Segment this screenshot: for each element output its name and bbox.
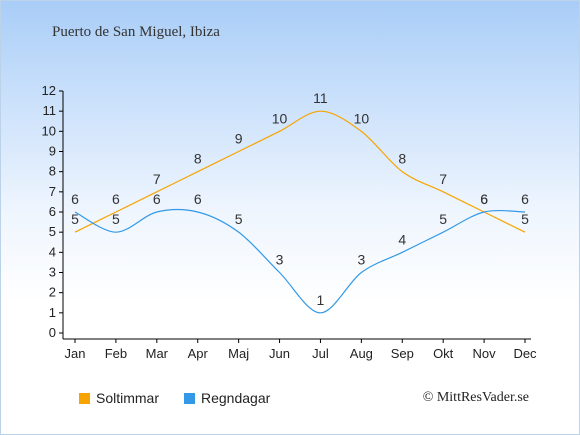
- y-tick-label: 2: [49, 285, 56, 300]
- legend-item-regndagar: Regndagar: [184, 390, 270, 406]
- legend-label-regndagar: Regndagar: [201, 390, 271, 406]
- x-tick-label: Maj: [228, 346, 249, 361]
- data-label-regndagar: 5: [235, 211, 243, 227]
- y-tick-label: 4: [49, 244, 56, 259]
- legend-swatch-regndagar: [184, 392, 195, 404]
- series-line-regndagar: [74, 208, 526, 314]
- data-label-regndagar: 3: [357, 252, 365, 268]
- y-tick-label: 6: [49, 204, 56, 219]
- y-tick-label: 12: [42, 83, 56, 98]
- data-label-soltimmar: 5: [71, 211, 79, 227]
- data-label-regndagar: 4: [398, 231, 406, 247]
- data-label-regndagar: 6: [521, 191, 529, 207]
- credit-text: © MittResVader.se: [422, 390, 529, 405]
- x-tick-label: Apr: [188, 346, 209, 361]
- data-label-soltimmar: 9: [235, 131, 243, 147]
- x-tick-label: Feb: [105, 346, 127, 361]
- data-label-regndagar: 6: [153, 191, 161, 207]
- x-tick-label: Mar: [146, 346, 169, 361]
- y-tick-label: 7: [49, 184, 56, 199]
- data-label-regndagar: 3: [276, 252, 284, 268]
- y-tick-label: 3: [49, 265, 56, 280]
- data-label-soltimmar: 10: [272, 110, 288, 126]
- x-tick-label: Jun: [269, 346, 290, 361]
- x-tick-label: Jan: [65, 346, 86, 361]
- y-tick-label: 10: [42, 123, 56, 138]
- data-label-soltimmar: 6: [112, 191, 120, 207]
- data-label-soltimmar: 6: [480, 191, 488, 207]
- data-label-soltimmar: 7: [439, 171, 447, 187]
- y-tick-label: 1: [49, 305, 56, 320]
- data-label-regndagar: 6: [194, 191, 202, 207]
- data-label-soltimmar: 8: [194, 151, 202, 167]
- y-tick-label: 8: [49, 164, 56, 179]
- data-label-soltimmar: 10: [354, 110, 370, 126]
- data-label-regndagar: 6: [71, 191, 79, 207]
- x-tick-label: Sep: [391, 346, 414, 361]
- y-tick-label: 11: [43, 103, 57, 118]
- x-tick-label: Aug: [350, 346, 373, 361]
- data-label-soltimmar: 8: [398, 151, 406, 167]
- data-label-soltimmar: 5: [521, 211, 529, 227]
- x-tick-label: Jul: [312, 346, 329, 361]
- x-tick-label: Nov: [473, 346, 497, 361]
- data-label-regndagar: 1: [317, 292, 325, 308]
- y-tick-label: 9: [49, 144, 56, 159]
- legend-swatch-soltimmar: [79, 392, 90, 404]
- series-line-soltimmar: [74, 110, 526, 233]
- x-tick-label: Okt: [433, 346, 454, 361]
- legend-label-soltimmar: Soltimmar: [96, 390, 160, 406]
- data-label-regndagar: 5: [439, 211, 447, 227]
- y-tick-label: 5: [49, 224, 56, 239]
- chart-title: Puerto de San Miguel, Ibiza: [52, 24, 220, 40]
- data-label-regndagar: 5: [112, 211, 120, 227]
- legend-item-soltimmar: Soltimmar: [79, 390, 159, 406]
- series-lines: [74, 110, 526, 314]
- data-label-regndagar: 6: [480, 191, 488, 207]
- y-tick-label: 0: [49, 325, 56, 340]
- x-tick-label: Dec: [513, 346, 537, 361]
- data-label-soltimmar: 11: [313, 90, 328, 106]
- data-label-soltimmar: 7: [153, 171, 161, 187]
